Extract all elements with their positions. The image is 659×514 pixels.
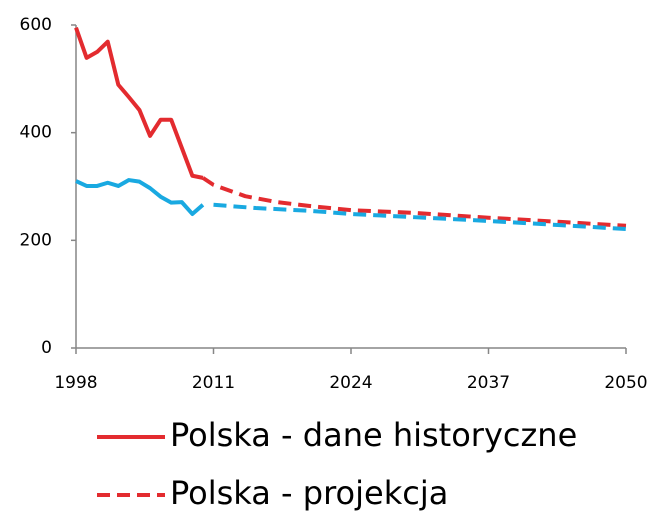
x-tick-label: 2037 [467, 373, 510, 393]
y-tick-label: 200 [20, 230, 52, 250]
x-tick-label: 2024 [329, 373, 372, 393]
series-line [201, 176, 627, 228]
x-tick-label: 1998 [54, 373, 97, 393]
x-tick-label: 2050 [604, 373, 647, 393]
series-line [75, 178, 205, 216]
y-tick-label: 600 [20, 15, 52, 35]
series-line [74, 27, 204, 180]
y-tick-label: 0 [41, 338, 52, 358]
series-line [213, 202, 627, 232]
legend-label: Polska - projekcja [170, 474, 448, 512]
legend-label: Polska - dane historyczne [170, 416, 577, 454]
x-tick-label: 2011 [192, 373, 235, 393]
y-tick-label: 400 [20, 123, 52, 143]
